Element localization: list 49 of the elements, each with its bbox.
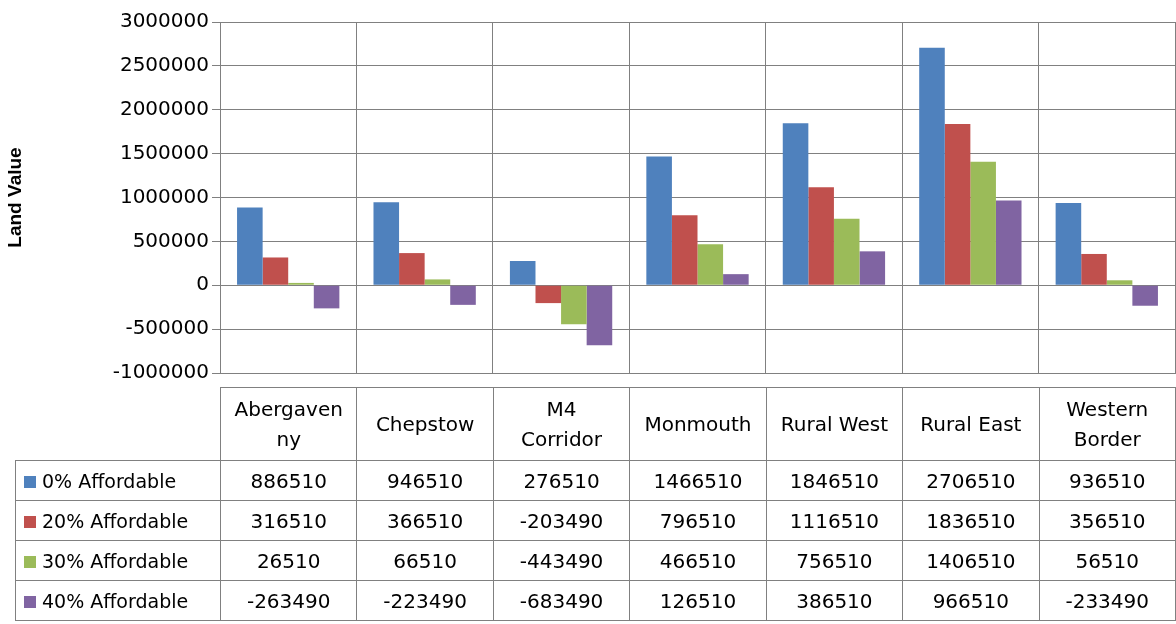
data-label: 966510	[902, 580, 1040, 621]
data-label: 946510	[356, 460, 494, 501]
data-label: -683490	[493, 580, 630, 621]
x-tick-label: Rural West	[766, 387, 903, 461]
data-label: 1846510	[766, 460, 903, 501]
x-tick-label: Western Border	[1039, 387, 1176, 461]
x-tick-label: Monmouth	[629, 387, 767, 461]
data-label: 796510	[629, 500, 767, 541]
data-label: -263490	[220, 580, 357, 621]
data-label: 1116510	[766, 500, 903, 541]
data-label: 936510	[1039, 460, 1176, 501]
y-tick-label: 1000000	[119, 183, 209, 208]
legend-label: 40% Affordable	[15, 580, 221, 621]
data-label: -233490	[1039, 580, 1176, 621]
data-label: 386510	[766, 580, 903, 621]
y-axis-title: Land Value	[3, 147, 25, 248]
y-tick-label: -500000	[125, 315, 209, 340]
data-label: 886510	[220, 460, 357, 501]
data-label: 356510	[1039, 500, 1176, 541]
y-tick-label: 500000	[132, 227, 209, 252]
data-label: 126510	[629, 580, 767, 621]
data-label: 1466510	[629, 460, 767, 501]
data-label: 316510	[220, 500, 357, 541]
data-label: 756510	[766, 540, 903, 581]
data-label: -203490	[493, 500, 630, 541]
data-label: -223490	[356, 580, 494, 621]
y-tick-label: 3000000	[119, 8, 209, 33]
x-tick-label: Rural East	[902, 387, 1040, 461]
legend-label: 20% Affordable	[15, 500, 221, 541]
y-tick-label: 2500000	[119, 52, 209, 77]
data-label: -443490	[493, 540, 630, 581]
data-label: 2706510	[902, 460, 1040, 501]
x-tick-label: Abergavenny	[220, 387, 357, 461]
x-tick-label: M4 Corridor	[493, 387, 630, 461]
y-tick-label: -1000000	[112, 359, 209, 384]
data-label: 26510	[220, 540, 357, 581]
legend-label: 0% Affordable	[15, 460, 221, 501]
y-tick-label: 2000000	[119, 95, 209, 120]
data-label: 1406510	[902, 540, 1040, 581]
data-label: 276510	[493, 460, 630, 501]
data-label: 56510	[1039, 540, 1176, 581]
y-tick-label: 0	[196, 271, 209, 296]
x-tick-label: Chepstow	[356, 387, 494, 461]
data-label: 466510	[629, 540, 767, 581]
y-tick-label: 1500000	[119, 139, 209, 164]
data-label: 366510	[356, 500, 494, 541]
data-label: 66510	[356, 540, 494, 581]
legend-label: 30% Affordable	[15, 540, 221, 581]
data-label: 1836510	[902, 500, 1040, 541]
